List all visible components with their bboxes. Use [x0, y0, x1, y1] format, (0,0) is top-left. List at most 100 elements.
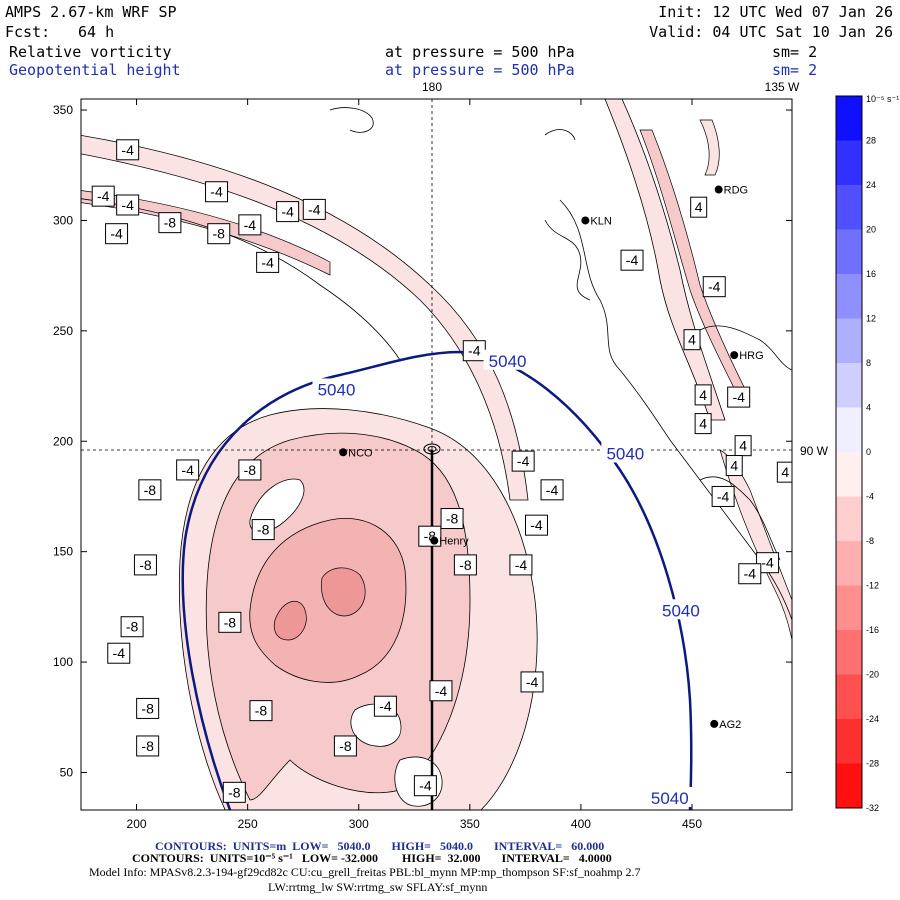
- vorticity-label: -8: [459, 557, 472, 573]
- geopotential-label: 5040: [651, 789, 689, 808]
- colorbar-segment: [836, 719, 862, 764]
- y-tick-label: 50: [60, 765, 74, 779]
- vorticity-label-box: [738, 563, 762, 585]
- station-name: RDG: [724, 185, 748, 197]
- plot-area: -4-4-4-4-8-4 -8-4-4 -4-4 -44-444 -4444-4-44-…: [81, 99, 792, 810]
- vorticity-label: -8: [141, 738, 154, 754]
- colorbar-level: 20: [866, 225, 876, 235]
- vorticity-label-box: [238, 214, 262, 236]
- footer-vorticity-contours: CONTOURS: UNITS=10⁻⁵ s⁻¹ LOW= -32.000 HI…: [132, 851, 612, 865]
- vorticity-label-box: [511, 450, 535, 472]
- vorticity-label: -4: [530, 517, 543, 533]
- vorticity-label: -4: [121, 197, 134, 213]
- vorticity-label-box: [429, 680, 453, 702]
- vorticity-label: 4: [699, 416, 707, 432]
- vorticity-label-box: [690, 196, 708, 218]
- storm-center-icon: [423, 443, 441, 455]
- vorticity-label: -4: [435, 683, 448, 699]
- field1-name: Relative vorticity: [9, 43, 172, 61]
- vorticity-cyclone-peak: [321, 567, 366, 617]
- colorbar-frame: [835, 95, 863, 809]
- station-marker: [430, 536, 439, 545]
- colorbar-level: 24: [866, 180, 876, 190]
- geopotential-label: 5040: [606, 445, 644, 464]
- vorticity-label: -8: [213, 226, 226, 242]
- station-marker: [339, 448, 348, 457]
- vorticity-label-box: [133, 554, 157, 576]
- geopotential-label: 5040: [489, 352, 527, 371]
- vorticity-label-box: [440, 508, 464, 530]
- lat-90w-label: 90 W: [800, 444, 829, 458]
- vorticity-label-box: [276, 201, 300, 223]
- vorticity-label-box: [727, 386, 751, 408]
- lon-135w-label: 135 W: [765, 80, 800, 94]
- geopotential-label-bg: [656, 599, 705, 620]
- vorticity-label: -4: [308, 201, 321, 217]
- footer-geopotential-contours: CONTOURS: UNITS=m LOW= 5040.0 HIGH= 5040…: [155, 839, 604, 853]
- station-marker: [730, 351, 739, 360]
- vorticity-label-box: [176, 459, 200, 481]
- vorticity-label: -8: [224, 614, 237, 630]
- colorbar-segment: [836, 674, 862, 719]
- vorticity-label-box: [207, 223, 231, 245]
- colorbar-segment: [836, 452, 862, 497]
- vorticity-label: 4: [730, 458, 738, 474]
- vorticity-label-box: [711, 485, 735, 507]
- vorticity-label-box: [683, 329, 701, 351]
- footer-model-info-2: LW:rrtmg_lw SW:rrtmg_sw SFLAY:sf_mynn: [268, 880, 487, 894]
- positive-contour-top: [329, 107, 374, 133]
- init-time: Init: 12 UTC Wed 07 Jan 26: [658, 3, 893, 21]
- vorticity-label-box: [116, 194, 140, 216]
- vorticity-label: -4: [281, 204, 294, 220]
- geopotential-label-bg: [483, 349, 532, 370]
- positive-contour-right2: [544, 219, 591, 301]
- geopotential-label: 5040: [662, 601, 700, 620]
- vorticity-label-box: [333, 735, 357, 757]
- station-name: KLN: [590, 215, 611, 227]
- colorbar-level: -28: [866, 759, 879, 769]
- vorticity-label: -8: [126, 619, 139, 635]
- field1-level: at pressure = 500 hPa: [385, 43, 575, 61]
- colorbar-level: 0: [866, 447, 871, 457]
- vorticity-label: -4: [517, 453, 530, 469]
- footer-model-info: Model Info: MPASv8.2.3-194-gf29cd82c CU:…: [89, 865, 641, 879]
- vorticity-label: -4: [181, 462, 194, 478]
- vorticity-label: -4: [708, 279, 721, 295]
- vorticity-label: -8: [228, 784, 241, 800]
- vorticity-label-box: [734, 435, 752, 457]
- vorticity-label-box: [116, 139, 140, 161]
- lon-180-label: 180: [422, 80, 442, 94]
- vorticity-label-box: [756, 552, 780, 574]
- vorticity-label: -4: [97, 188, 110, 204]
- colorbar-level: -16: [866, 625, 879, 635]
- colorbar-level: 8: [866, 358, 871, 368]
- vorticity-label-box: [509, 554, 533, 576]
- colorbar-segment: [836, 541, 862, 586]
- positive-contour-right3: [699, 325, 792, 371]
- vorticity-label-box: [702, 276, 726, 298]
- colorbar-segment: [836, 229, 862, 274]
- vorticity-label-box: [725, 455, 743, 477]
- y-axis: 50 100 150 200 250 300 350: [53, 103, 792, 779]
- vorticity-label: -4: [419, 778, 432, 794]
- y-tick-label: 100: [53, 655, 73, 669]
- vorticity-cyclone-peak2: [273, 600, 307, 641]
- y-tick-label: 150: [53, 545, 73, 559]
- field2-smoothing: sm= 2: [772, 61, 817, 79]
- vorticity-labels: -4-4-4-4-8-4 -8-4-4 -4-4 -44-444 -4444-4-44-…: [91, 139, 792, 803]
- vorticity-label: -4: [732, 389, 745, 405]
- vorticity-label-box: [136, 697, 160, 719]
- vorticity-label: 4: [699, 387, 707, 403]
- fcst-value: 64 h: [78, 23, 114, 41]
- fcst-label: Fcst:: [5, 23, 50, 41]
- station-name: NCO: [348, 447, 373, 459]
- vorticity-label: -4: [121, 142, 134, 158]
- colorbar-units: 10⁻⁵ s⁻¹: [866, 94, 899, 104]
- vorticity-label-box: [413, 775, 437, 797]
- stations: NCO Henry KLN RDG HRG AG2: [339, 185, 764, 731]
- vorticity-label: 4: [739, 438, 747, 454]
- vorticity-label-box: [694, 413, 712, 435]
- field2-level: at pressure = 500 hPa: [385, 61, 575, 79]
- station-marker: [581, 216, 590, 225]
- colorbar-level: -4: [866, 492, 874, 502]
